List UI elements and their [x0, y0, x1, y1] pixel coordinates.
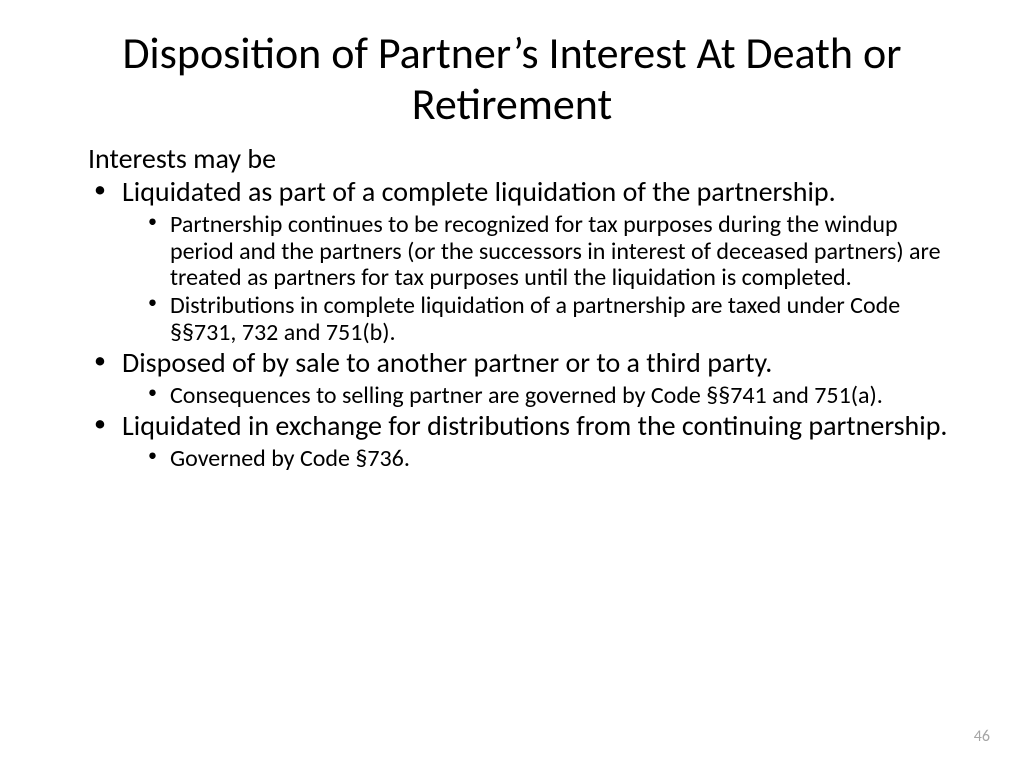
page-number: 46	[974, 727, 990, 746]
sub-list-item: Consequences to selling partner are gove…	[142, 383, 954, 409]
intro-text: Interests may be	[88, 143, 954, 175]
sub-bullet-list: Consequences to selling partner are gove…	[142, 383, 954, 409]
slide-title: Disposition of Partner’s Interest At Dea…	[70, 28, 954, 129]
bullet-list: Liquidated as part of a complete liquida…	[88, 177, 954, 472]
list-item-text: Disposed of by sale to another partner o…	[122, 345, 772, 380]
sub-list-item: Partnership continues to be recognized f…	[142, 212, 954, 291]
sub-bullet-list: Partnership continues to be recognized f…	[142, 212, 954, 346]
slide: Disposition of Partner’s Interest At Dea…	[0, 0, 1024, 768]
sub-bullet-list: Governed by Code §736.	[142, 446, 954, 472]
list-item-text: Liquidated in exchange for distributions…	[122, 408, 947, 443]
sub-list-item: Governed by Code §736.	[142, 446, 954, 472]
list-item-text: Liquidated as part of a complete liquida…	[122, 174, 836, 209]
list-item: Liquidated in exchange for distributions…	[88, 411, 954, 472]
sub-list-item: Distributions in complete liquidation of…	[142, 293, 954, 346]
list-item: Disposed of by sale to another partner o…	[88, 348, 954, 409]
list-item: Liquidated as part of a complete liquida…	[88, 177, 954, 346]
